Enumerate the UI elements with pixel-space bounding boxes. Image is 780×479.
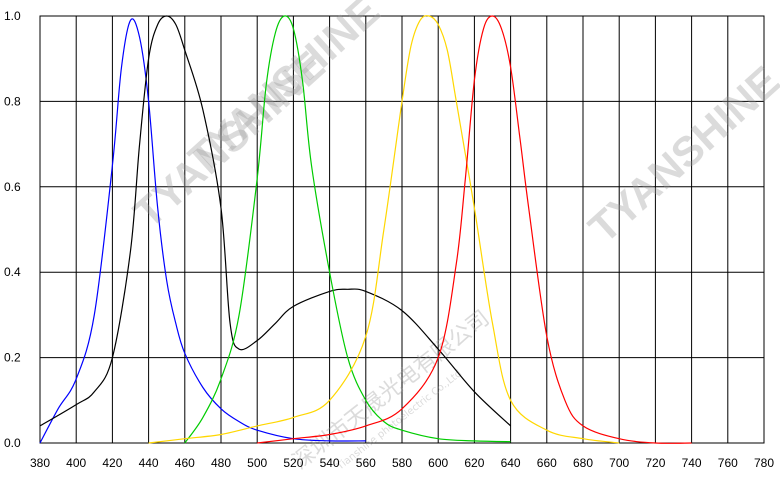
x-tick-label: 740 (682, 456, 702, 470)
x-tick-label: 560 (356, 456, 376, 470)
x-tick-label: 480 (211, 456, 231, 470)
x-tick-label: 520 (283, 456, 303, 470)
tick-labels: 380 400 420 440 460 480 500 520 540 560 580 600 620 6… (4, 9, 774, 470)
x-tick-label: 400 (66, 456, 86, 470)
x-tick-label: 540 (320, 456, 340, 470)
x-tick-label: 420 (102, 456, 122, 470)
x-tick-label: 660 (537, 456, 557, 470)
series-line-1 (39, 15, 512, 427)
x-tick-label: 460 (175, 456, 195, 470)
x-tick-label: 500 (247, 456, 267, 470)
watermark-company-cn: 深圳市天晟光电有限公司 (288, 306, 494, 475)
y-tick-label: 0.8 (4, 94, 21, 108)
y-tick-label: 0.2 (4, 351, 21, 365)
x-tick-label: 680 (573, 456, 593, 470)
chart-grid (39, 15, 765, 444)
x-tick-label: 720 (645, 456, 665, 470)
x-tick-label: 580 (392, 456, 412, 470)
x-tick-label: 440 (139, 456, 159, 470)
x-tick-label: 600 (428, 456, 448, 470)
x-tick-label: 780 (754, 456, 774, 470)
watermark-brand-right: TYANSHINE (580, 57, 780, 252)
y-tick-label: 0.4 (4, 265, 21, 279)
y-tick-label: 0.0 (4, 436, 21, 450)
x-tick-label: 380 (30, 456, 50, 470)
series-line-2 (184, 15, 511, 444)
x-tick-label: 760 (718, 456, 738, 470)
y-tick-label: 0.6 (4, 180, 21, 194)
watermark-layer: TYANSHINE TYANSHINE TYANSHINE 深圳市天晟光电有限公… (125, 0, 780, 475)
x-tick-label: 640 (501, 456, 521, 470)
y-tick-label: 1.0 (4, 9, 21, 23)
x-tick-label: 700 (609, 456, 629, 470)
series-line-3 (148, 15, 620, 444)
series-layer (39, 15, 692, 444)
series-line-4 (257, 15, 692, 444)
watermark-brand-main: TYANSHINE (180, 0, 389, 182)
x-tick-label: 620 (464, 456, 484, 470)
